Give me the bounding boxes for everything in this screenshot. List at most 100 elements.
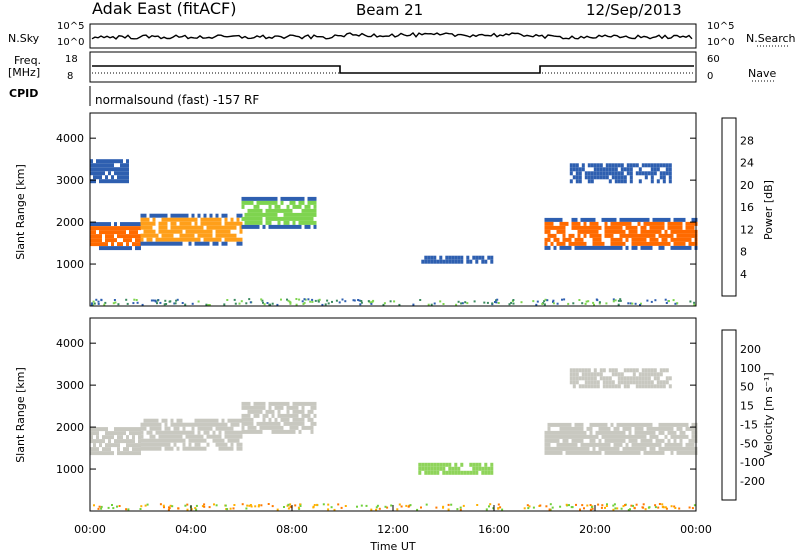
ground-scatter-cell	[473, 300, 476, 303]
echo-cell	[307, 220, 311, 225]
echo-cell	[247, 220, 251, 225]
ground-scatter-cell	[370, 508, 373, 511]
echo-cell	[592, 442, 596, 447]
echo-cell	[562, 442, 566, 447]
echo-cell	[247, 224, 251, 229]
velocity-colorbar-label: Velocity [m s⁻¹]	[762, 372, 775, 457]
echo-cell	[262, 405, 266, 410]
echo-cell	[268, 405, 272, 410]
echo-cell	[592, 241, 596, 246]
echo-cell	[286, 405, 290, 410]
ground-scatter-cell	[298, 507, 301, 510]
ground-scatter-cell	[280, 298, 282, 301]
echo-cell	[587, 380, 591, 385]
echo-cell	[676, 426, 680, 431]
echo-cell	[574, 434, 578, 439]
ground-scatter-cell	[435, 506, 438, 509]
echo-cell	[661, 221, 665, 226]
echo-cell	[575, 179, 579, 184]
echo-cell	[649, 430, 653, 435]
ground-scatter-cell	[665, 302, 668, 304]
ground-scatter-cell	[190, 508, 193, 511]
echo-cell	[123, 175, 126, 180]
ground-scatter-cell	[587, 300, 590, 303]
echo-cell	[218, 225, 222, 230]
ground-scatter-cell	[635, 503, 638, 506]
echo-cell	[655, 450, 659, 455]
echo-cell	[484, 259, 488, 264]
echo-cell	[418, 462, 422, 467]
echo-cell	[586, 442, 590, 447]
ground-scatter-cell	[133, 298, 136, 301]
echo-cell	[668, 171, 672, 176]
echo-cell	[256, 405, 260, 410]
echo-cell	[653, 372, 657, 377]
ground-scatter-cell	[100, 299, 103, 302]
echo-cell	[277, 224, 281, 229]
echo-cell	[158, 446, 162, 451]
echo-cell	[668, 163, 672, 168]
echo-cell	[598, 446, 602, 451]
echo-cell	[241, 413, 245, 418]
echo-cell	[617, 175, 621, 180]
echo-cell	[559, 229, 563, 234]
echo-cell	[227, 229, 231, 234]
echo-cell	[421, 259, 425, 264]
ground-scatter-cell	[171, 505, 174, 508]
echo-cell	[595, 442, 599, 447]
echo-cell	[152, 233, 156, 238]
ground-scatter-cell	[324, 303, 327, 306]
echo-cell	[253, 401, 257, 406]
echo-cell	[475, 462, 479, 467]
echo-cell	[123, 171, 126, 176]
ground-scatter-cell	[271, 302, 274, 305]
echo-cell	[598, 430, 602, 435]
echo-cell	[277, 429, 281, 434]
echo-cell	[209, 426, 213, 431]
echo-cell	[652, 233, 656, 238]
echo-cell	[123, 451, 126, 456]
echo-cell	[197, 438, 201, 443]
echo-cell	[679, 225, 683, 230]
echo-cell	[295, 413, 299, 418]
echo-cell	[628, 426, 632, 431]
ground-scatter-cell	[535, 303, 538, 306]
echo-cell	[123, 234, 126, 239]
ground-scatter-cell	[674, 302, 677, 305]
ground-scatter-cell	[167, 508, 170, 511]
echo-cell	[280, 413, 284, 418]
ground-scatter-cell	[596, 299, 599, 302]
echo-cell	[620, 171, 624, 176]
echo-cell	[580, 438, 584, 443]
echo-cell	[590, 380, 594, 385]
ground-scatter-cell	[456, 508, 459, 511]
echo-cell	[135, 443, 138, 448]
echo-cell	[614, 167, 618, 172]
ground-scatter-cell	[488, 505, 490, 508]
ground-scatter-cell	[144, 504, 147, 507]
echo-cell	[647, 376, 651, 381]
echo-cell	[120, 439, 123, 444]
ground-scatter-cell	[359, 303, 362, 306]
ground-scatter-cell	[386, 506, 389, 509]
echo-cell	[301, 220, 305, 225]
echo-cell	[117, 439, 120, 444]
ground-scatter-cell	[224, 504, 227, 507]
echo-cell	[191, 430, 195, 435]
colorbar-tick-label: 16	[740, 201, 754, 214]
echo-cell	[117, 427, 120, 432]
echo-cell	[188, 217, 192, 222]
echo-cell	[610, 438, 614, 443]
ground-scatter-cell	[90, 303, 93, 306]
echo-cell	[620, 376, 624, 381]
echo-cell	[574, 225, 578, 230]
echo-cell	[472, 466, 476, 471]
echo-cell	[244, 220, 248, 225]
echo-cell	[586, 446, 590, 451]
echo-cell	[206, 418, 210, 423]
echo-cell	[188, 434, 192, 439]
echo-cell	[268, 200, 272, 205]
ground-scatter-cell	[646, 299, 649, 302]
x-tick-label: 08:00	[276, 523, 308, 536]
echo-cell	[442, 259, 446, 264]
